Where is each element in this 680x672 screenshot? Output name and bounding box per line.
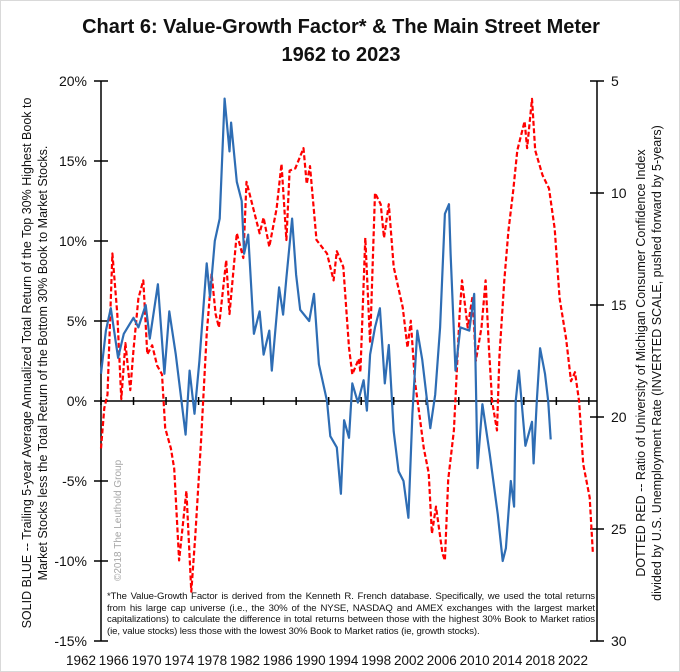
x-tick-label: 1998 <box>361 652 391 668</box>
x-tick-label: 2002 <box>394 652 424 668</box>
y-right-tick-label: 20 <box>611 409 627 425</box>
y-right-tick-label: 10 <box>611 185 627 201</box>
y-left-tick-label: 10% <box>59 233 87 249</box>
x-tick-label: 1982 <box>230 652 260 668</box>
title-line-2: 1962 to 2023 <box>281 44 401 66</box>
series-line-value-growth-blue <box>99 97 552 563</box>
y-left-tick-label: -15% <box>54 633 87 649</box>
x-tick-label: 1966 <box>99 652 129 668</box>
x-tick-label: 1978 <box>197 652 227 668</box>
y-left-tick-label: -5% <box>62 473 87 489</box>
y-left-tick-label: -10% <box>54 553 87 569</box>
x-tick-label: 2014 <box>492 652 522 668</box>
x-tick-label: 1986 <box>263 652 293 668</box>
watermark: ©2018 The Leuthold Group <box>113 459 124 581</box>
x-tick-label: 1994 <box>328 652 358 668</box>
footnote: *The Value-Growth Factor is derived from… <box>107 591 595 637</box>
y-axis-left-label-line-2: Market Stocks less the Total Return of t… <box>36 146 50 581</box>
x-tick-label: 1962 <box>66 652 96 668</box>
series-layer <box>99 97 594 593</box>
x-tick-label: 1970 <box>132 652 162 668</box>
x-tick-label: 2018 <box>525 652 555 668</box>
x-tick-label: 2022 <box>558 652 588 668</box>
y-axis-right-label-line-1: DOTTED RED -- Ratio of University of Mic… <box>634 149 648 577</box>
y-right-tick-label: 30 <box>611 633 627 649</box>
x-tick-label: 2006 <box>427 652 457 668</box>
chart-title: Chart 6: Value-Growth Factor* & The Main… <box>1 13 679 69</box>
y-right-tick-label: 5 <box>611 73 619 89</box>
y-left-tick-label: 5% <box>67 313 87 329</box>
y-axis-left-label-line-1: SOLID BLUE -- Trailing 5-year Average An… <box>20 98 34 629</box>
x-tick-label: 1974 <box>164 652 194 668</box>
y-right-tick-label: 25 <box>611 521 627 537</box>
y-left-tick-label: 20% <box>59 73 87 89</box>
y-left-tick-label: 0% <box>67 393 87 409</box>
y-right-tick-label: 15 <box>611 297 627 313</box>
x-tick-label: 2010 <box>460 652 490 668</box>
title-line-1: Chart 6: Value-Growth Factor* & The Main… <box>82 16 600 38</box>
y-left-tick-label: 15% <box>59 153 87 169</box>
y-axis-right-label-line-2: divided by U.S. Unemployment Rate (INVER… <box>650 125 664 601</box>
x-tick-label: 1990 <box>296 652 326 668</box>
series-line-main-street-red <box>99 97 594 593</box>
